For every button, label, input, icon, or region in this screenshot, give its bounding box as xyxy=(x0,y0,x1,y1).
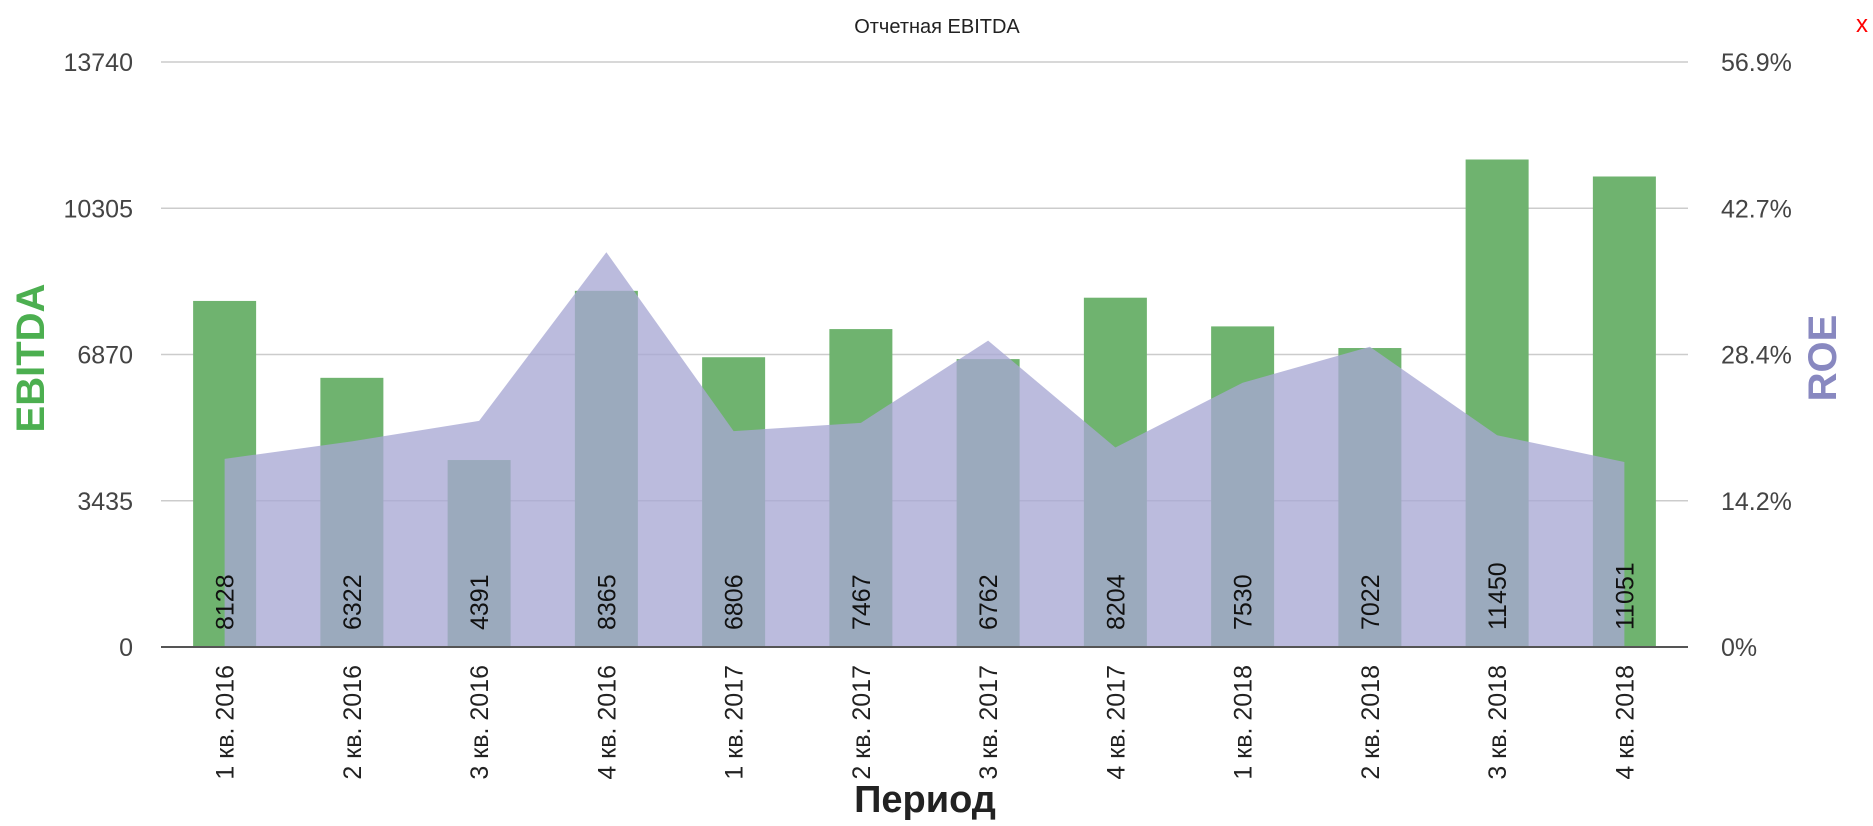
value-labels: 8128 6322 4391 8365 6806 7467 6762 8204 7530 7022… xyxy=(212,562,1640,630)
category-label: 2 кв. 2017 xyxy=(848,665,876,780)
left-tick-label: 3435 xyxy=(77,488,133,516)
bar-value-label: 7022 xyxy=(1357,574,1385,630)
bar-value-label: 8128 xyxy=(212,574,240,630)
right-tick-label: 42.7% xyxy=(1721,195,1792,223)
x-axis-title: Период xyxy=(854,779,996,821)
close-button[interactable]: x xyxy=(1856,11,1868,38)
bar-value-label: 11051 xyxy=(1611,562,1639,630)
right-tick-label: 14.2% xyxy=(1721,488,1792,516)
right-tick-label: 28.4% xyxy=(1721,342,1792,370)
left-tick-label: 13740 xyxy=(63,49,133,77)
category-label: 1 кв. 2017 xyxy=(721,665,749,780)
category-label: 1 кв. 2016 xyxy=(212,665,240,780)
right-tick-label: 56.9% xyxy=(1721,49,1792,77)
bar-value-label: 6762 xyxy=(975,574,1003,630)
category-labels: 1 кв. 2016 2 кв. 2016 3 кв. 2016 4 кв. 2016… xyxy=(212,665,1640,780)
category-label: 4 кв. 2016 xyxy=(593,665,621,780)
category-label: 2 кв. 2018 xyxy=(1357,665,1385,780)
category-label: 2 кв. 2016 xyxy=(339,665,367,780)
left-tick-label: 0 xyxy=(119,634,133,662)
left-tick-label: 10305 xyxy=(63,195,133,223)
bar-value-label: 7467 xyxy=(848,574,876,630)
chart-title: Отчетная EBITDA xyxy=(854,16,1020,38)
category-label: 3 кв. 2018 xyxy=(1484,665,1512,780)
left-tick-label: 6870 xyxy=(77,342,133,370)
category-label: 4 кв. 2017 xyxy=(1102,665,1130,780)
left-axis-ticks: 0 3435 6870 10305 13740 xyxy=(63,49,133,662)
bar-value-label: 8365 xyxy=(593,574,621,630)
right-axis-title: ROE xyxy=(1801,315,1845,402)
right-tick-label: 0% xyxy=(1721,634,1757,662)
bar-value-label: 7530 xyxy=(1230,574,1258,630)
category-label: 3 кв. 2017 xyxy=(975,665,1003,780)
bar-value-label: 4391 xyxy=(466,574,494,630)
bar-value-label: 6322 xyxy=(339,574,367,630)
roe-area xyxy=(224,252,1625,648)
category-label: 3 кв. 2016 xyxy=(466,665,494,780)
bar-value-label: 11450 xyxy=(1484,562,1512,630)
bar-value-label: 8204 xyxy=(1102,574,1130,630)
left-axis-title: EBITDA xyxy=(9,284,53,433)
category-label: 1 кв. 2018 xyxy=(1230,665,1258,780)
right-axis-ticks: 0% 14.2% 28.4% 42.7% 56.9% xyxy=(1721,49,1792,662)
roe-area-shape xyxy=(224,252,1625,648)
category-label: 4 кв. 2018 xyxy=(1611,665,1639,780)
bar-value-label: 6806 xyxy=(721,574,749,630)
